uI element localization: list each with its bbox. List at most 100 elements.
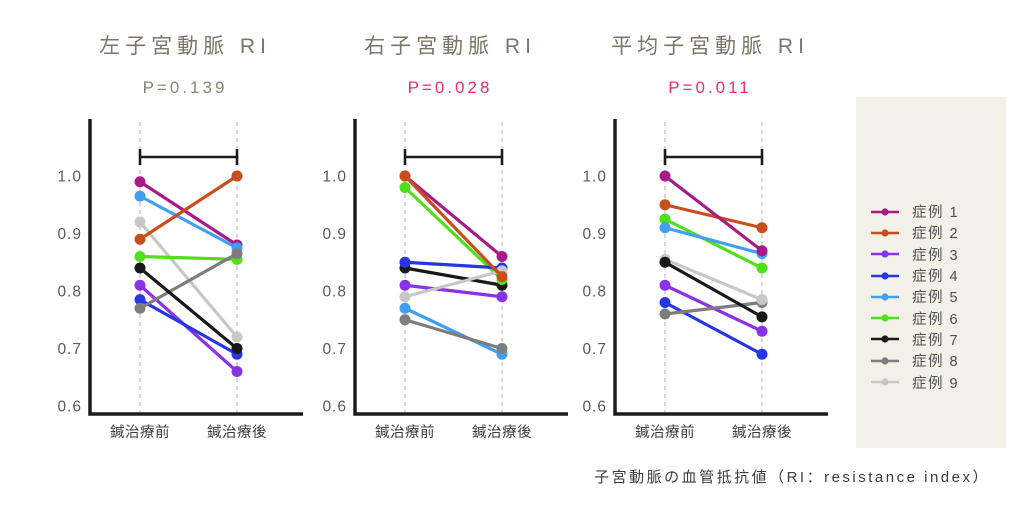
data-point-after — [231, 170, 243, 182]
data-point-before — [134, 251, 146, 262]
slope-plot-mean: 1.0 0.9 0.8 0.7 0.6 鍼治療前 鍼治療後 — [582, 119, 828, 441]
data-point-after — [756, 245, 768, 257]
p-value-label: P=0.028 — [407, 78, 493, 97]
data-point-before — [399, 302, 411, 314]
legend-label: 症例 6 — [912, 311, 960, 328]
y-tick-label: 0.7 — [582, 341, 607, 358]
legend-marker-icon — [871, 335, 899, 344]
legend-label: 症例 9 — [912, 375, 960, 392]
series-case-3 — [399, 279, 508, 303]
series-case-5 — [134, 190, 243, 254]
legend-item-case-5: 症例 5 — [870, 286, 1006, 307]
x-category-label: 鍼治療前 — [635, 423, 695, 441]
data-point-after — [231, 343, 243, 354]
x-category-label: 鍼治療前 — [110, 423, 170, 441]
y-tick-label: 1.0 — [57, 169, 82, 186]
data-point-before — [134, 262, 146, 274]
data-point-after — [496, 291, 508, 303]
slope-plot-right: 1.0 0.9 0.8 0.7 0.6 鍼治療前 鍼治療後 — [322, 119, 568, 441]
y-tick-label: 0.6 — [322, 399, 347, 416]
p-value-label: P=0.011 — [668, 78, 752, 97]
data-point-before — [659, 256, 671, 268]
legend-marker-icon — [871, 357, 899, 365]
data-point-before — [659, 170, 671, 182]
y-tick-label: 0.7 — [57, 341, 82, 358]
series-case-4 — [659, 297, 768, 360]
x-category-label: 鍼治療後 — [207, 423, 267, 441]
series-case-1 — [399, 170, 508, 262]
panel-title: 左子宮動脈 RI — [99, 35, 271, 58]
series-case-7 — [659, 256, 768, 323]
panel-title: 平均子宮動脈 RI — [611, 35, 809, 58]
data-point-before — [659, 279, 671, 291]
y-tick-label: 0.8 — [57, 284, 82, 301]
significance-bracket — [663, 149, 764, 165]
data-point-before — [134, 302, 146, 314]
data-point-after — [756, 311, 768, 323]
significance-bracket — [138, 149, 239, 165]
axis-lines — [88, 119, 303, 416]
series-case-1 — [134, 176, 243, 251]
y-tick-label: 0.8 — [582, 284, 607, 301]
x-category-label: 鍼治療前 — [375, 423, 435, 441]
data-point-after — [756, 262, 768, 274]
axis-lines — [353, 119, 568, 416]
series-case-2 — [399, 170, 508, 283]
panel-title: 右子宮動脈 RI — [364, 35, 536, 58]
legend-label: 症例 7 — [912, 332, 960, 349]
legend-marker-icon — [871, 208, 899, 216]
data-point-before — [399, 291, 411, 303]
slope-plot-left: 1.0 0.9 0.8 0.7 0.6 鍼治療前 鍼治療後 — [57, 119, 303, 441]
legend-marker-icon — [871, 314, 899, 322]
data-point-before — [134, 216, 146, 228]
y-tick-label: 0.9 — [582, 226, 607, 243]
data-point-after — [496, 271, 508, 283]
legend-item-case-9: 症例 9 — [870, 371, 1006, 392]
panel-mean-uterine-artery: 平均子宮動脈 RI P=0.011 1.0 0.9 0.8 0.7 0.6 鍼治療前 鍼治療… — [580, 30, 840, 449]
legend-marker-icon — [871, 378, 899, 386]
data-point-after — [231, 248, 243, 260]
data-point-before — [134, 176, 146, 188]
series-case-6 — [659, 213, 768, 274]
legend-marker-icon — [871, 229, 899, 237]
series-case-8 — [399, 314, 508, 354]
legend-item-case-7: 症例 7 — [870, 329, 1006, 350]
data-point-after — [756, 294, 768, 306]
y-tick-label: 0.6 — [57, 399, 82, 416]
panel-right-uterine-artery: 右子宮動脈 RI P=0.028 1.0 0.9 0.8 0.7 0.6 鍼治療前 鍼治療後 — [320, 30, 580, 449]
legend-label: 症例 4 — [912, 269, 960, 286]
data-point-before — [134, 233, 146, 245]
data-point-before — [134, 279, 146, 291]
legend-item-case-2: 症例 2 — [870, 222, 1006, 243]
legend-item-case-4: 症例 4 — [870, 265, 1006, 286]
p-value-label: P=0.139 — [142, 78, 228, 97]
x-category-label: 鍼治療後 — [732, 423, 792, 441]
data-point-before — [134, 294, 146, 306]
legend-item-case-8: 症例 8 — [870, 350, 1006, 371]
data-point-before — [659, 213, 671, 225]
y-tick-label: 0.6 — [582, 399, 607, 416]
series-case-6 — [134, 251, 243, 265]
data-point-before — [399, 314, 411, 326]
series-case-1 — [659, 170, 768, 257]
data-point-before — [659, 297, 671, 308]
axis-lines — [613, 119, 828, 416]
data-point-after — [756, 222, 768, 234]
significance-bracket — [403, 149, 504, 165]
y-tick-label: 0.9 — [57, 226, 82, 243]
legend-label: 症例 2 — [912, 226, 960, 243]
data-point-before — [134, 190, 146, 202]
legend-item-case-1: 症例 1 — [870, 201, 1006, 222]
legend: 症例 1 症例 2 症例 3 症例 4 症例 5 症例 6 症例 7 症例 8 症例 9 — [856, 97, 1006, 448]
legend-item-case-3: 症例 3 — [870, 244, 1006, 265]
y-tick-label: 0.7 — [322, 341, 347, 358]
legend-label: 症例 5 — [912, 290, 960, 307]
data-point-before — [399, 182, 411, 193]
legend-marker-icon — [871, 271, 899, 280]
data-point-after — [496, 343, 508, 354]
series-case-2 — [659, 199, 768, 234]
legend-item-case-6: 症例 6 — [870, 307, 1006, 328]
data-point-before — [399, 170, 411, 182]
figure-caption: 子宮動脈の血管抵抗値（RI：resistance index） — [594, 469, 990, 486]
